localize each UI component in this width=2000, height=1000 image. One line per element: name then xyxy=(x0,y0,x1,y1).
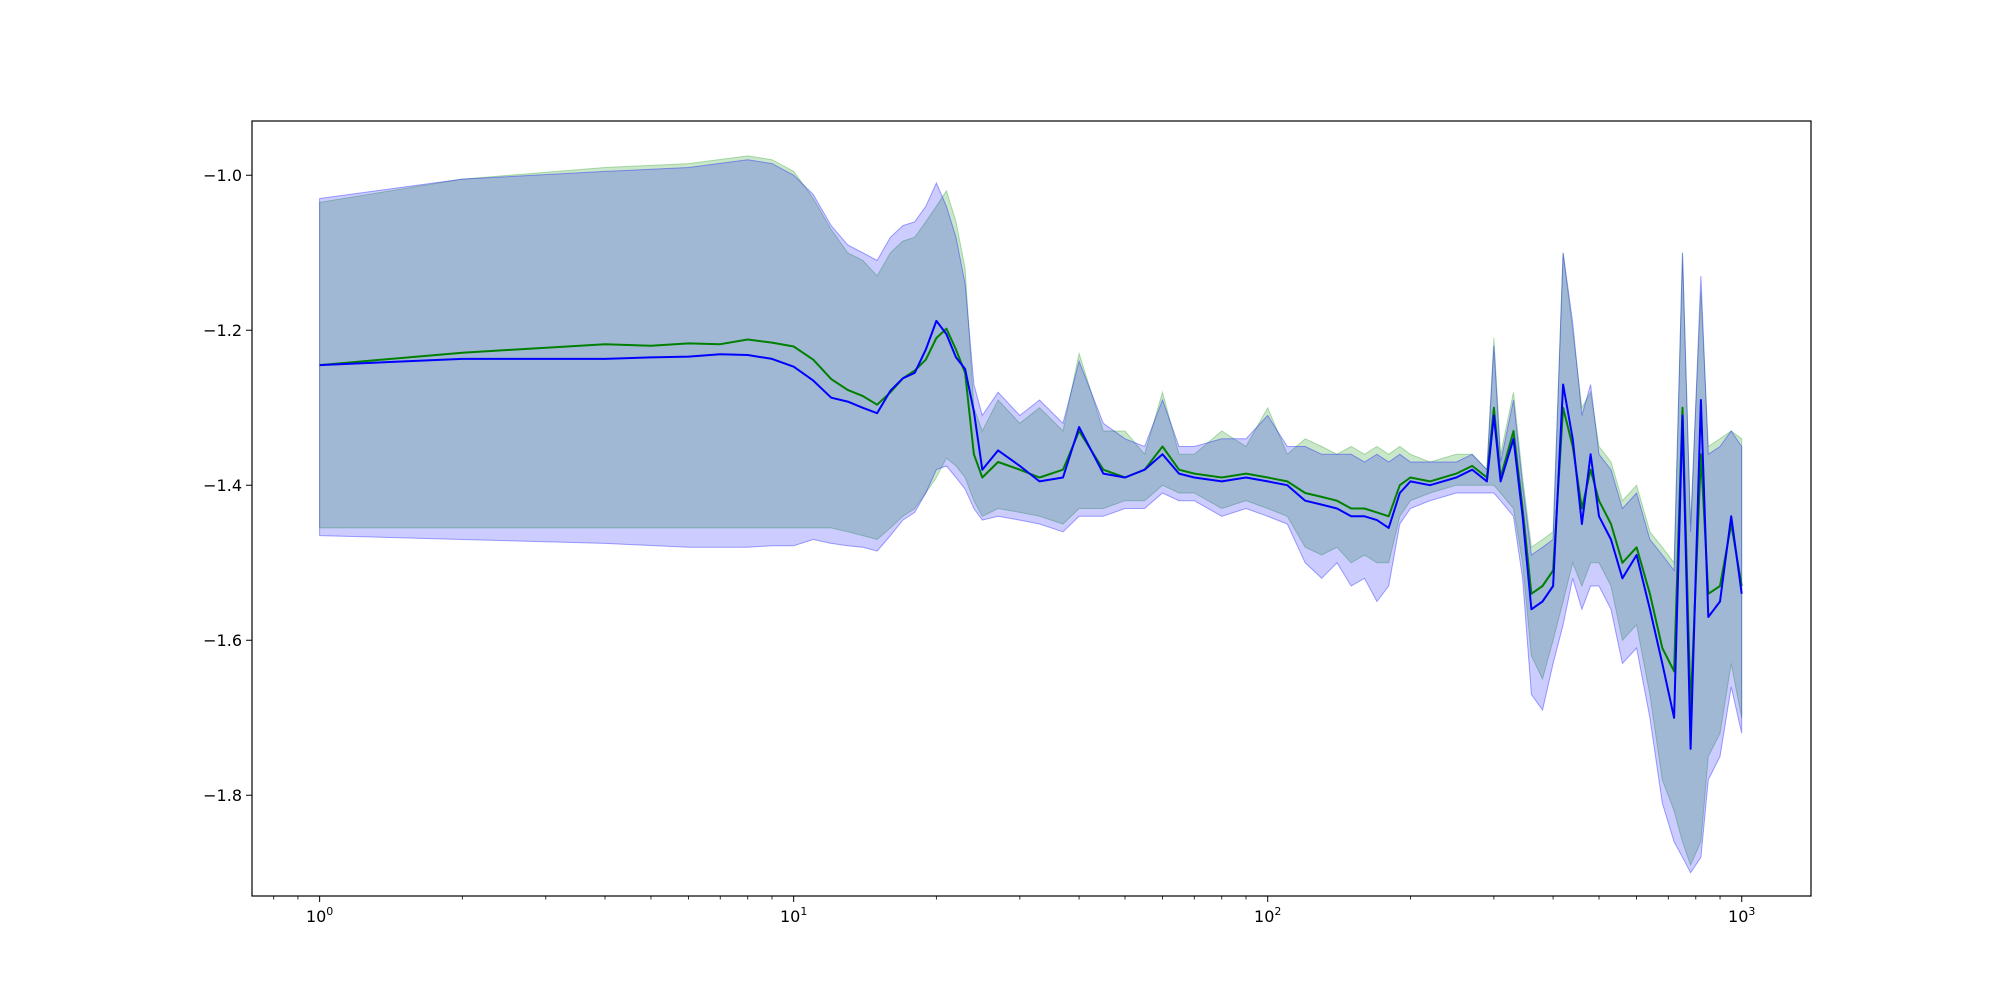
x-tick-base: 10 xyxy=(1254,907,1274,926)
x-tick-base: 10 xyxy=(780,907,800,926)
x-tick-base: 10 xyxy=(306,907,326,926)
x-tick-exponent: 1 xyxy=(800,905,807,918)
x-tick-label: 100 xyxy=(306,905,333,926)
y-axis: −1.0 −1.2 −1.4 −1.6 −1.8 xyxy=(203,166,252,805)
series-1-band xyxy=(319,155,1743,867)
x-tick-label: 101 xyxy=(780,905,807,926)
x-tick-label: 103 xyxy=(1728,905,1755,926)
y-tick-label: −1.4 xyxy=(203,476,242,495)
y-tick-label: −1.0 xyxy=(203,166,242,185)
y-tick-label: −1.2 xyxy=(203,321,242,340)
x-axis: 100 101 102 103 xyxy=(273,896,1755,926)
x-tick-exponent: 0 xyxy=(326,905,333,918)
x-tick-exponent: 2 xyxy=(1274,905,1281,918)
y-tick-label: −1.6 xyxy=(203,631,242,650)
series-2-band xyxy=(319,159,1743,874)
x-tick-base: 10 xyxy=(1728,907,1748,926)
y-tick-label: −1.8 xyxy=(203,786,242,805)
x-tick-exponent: 3 xyxy=(1748,905,1755,918)
plot-frame xyxy=(251,120,1812,897)
series-2-line xyxy=(319,319,1743,750)
series-lines xyxy=(319,319,1743,750)
confidence-bands xyxy=(319,155,1743,874)
x-tick-label: 102 xyxy=(1254,905,1281,926)
series-1-line xyxy=(319,327,1743,711)
